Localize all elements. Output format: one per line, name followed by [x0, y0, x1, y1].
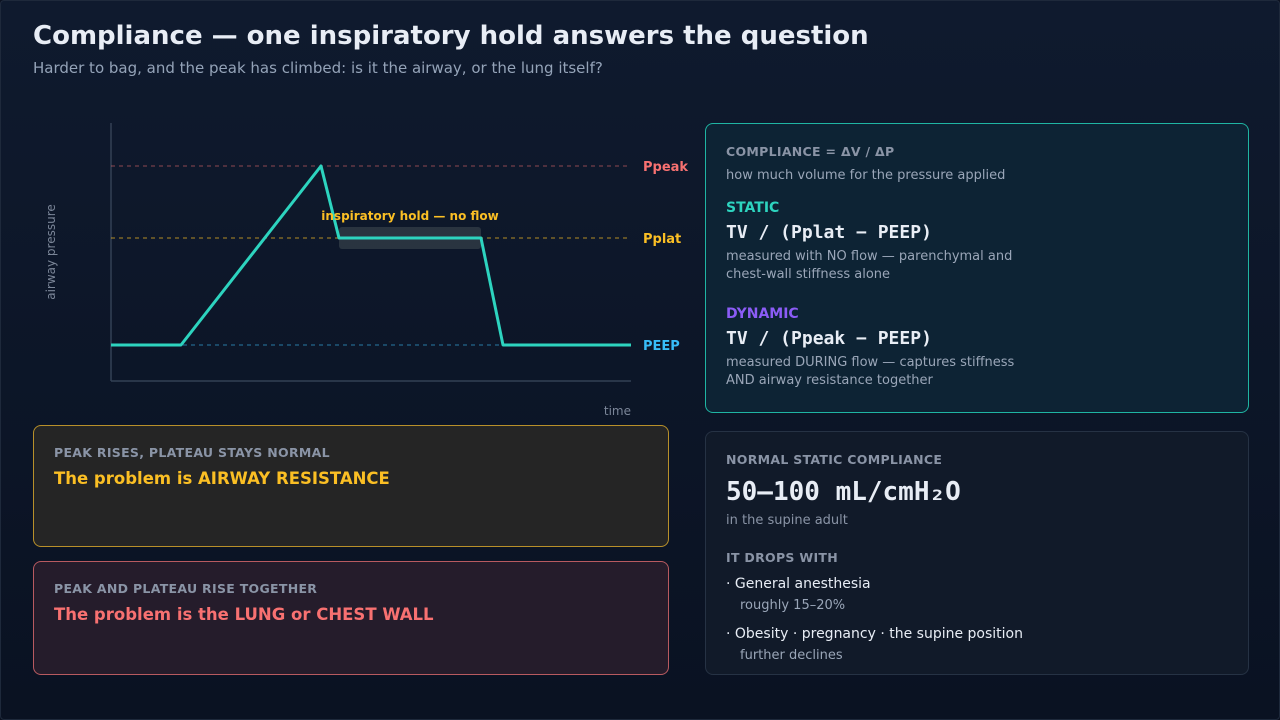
- static-desc-line2: chest-wall stiffness alone: [726, 267, 891, 282]
- drops-caption: IT DROPS WITH: [726, 550, 838, 565]
- peep-label: PEEP: [643, 339, 680, 354]
- airway-card-caption: PEAK RISES, PLATEAU STAYS NORMAL: [54, 445, 330, 460]
- ppeak-label: Ppeak: [643, 160, 688, 175]
- airway-card-headline: The problem is AIRWAY RESISTANCE: [54, 469, 390, 488]
- normal-value: 50–100 mL/cmH₂O: [726, 477, 961, 507]
- normal-compliance-card: NORMAL STATIC COMPLIANCE 50–100 mL/cmH₂O…: [705, 431, 1249, 675]
- dynamic-desc-line2: AND airway resistance together: [726, 373, 933, 388]
- normal-caption: NORMAL STATIC COMPLIANCE: [726, 452, 943, 467]
- dynamic-label: DYNAMIC: [726, 306, 799, 322]
- drop-item-anesthesia-detail: roughly 15–20%: [740, 598, 846, 613]
- compliance-definition-card: COMPLIANCE = ΔV / ΔP how much volume for…: [705, 123, 1249, 413]
- hold-label: inspiratory hold — no flow: [321, 209, 498, 223]
- lung-card-caption: PEAK AND PLATEAU RISE TOGETHER: [54, 581, 318, 596]
- drop-item-anesthesia: · General anesthesia: [726, 576, 871, 592]
- drop-item-obesity-detail: further declines: [740, 648, 843, 663]
- airway-resistance-card: PEAK RISES, PLATEAU STAYS NORMAL The pro…: [33, 425, 669, 547]
- page-subtitle: Harder to bag, and the peak has climbed:…: [33, 59, 603, 77]
- dynamic-desc-line1: measured DURING flow — captures stiffnes…: [726, 355, 1015, 370]
- pressure-waveform: inspiratory hold — no flow Ppeak Pplat P…: [44, 123, 688, 418]
- normal-note: in the supine adult: [726, 513, 848, 528]
- lung-card-headline: The problem is the LUNG or CHEST WALL: [54, 605, 434, 624]
- compliance-caption: COMPLIANCE = ΔV / ΔP: [726, 144, 895, 159]
- lung-chest-wall-card: PEAK AND PLATEAU RISE TOGETHER The probl…: [33, 561, 669, 675]
- drop-item-obesity: · Obesity · pregnancy · the supine posit…: [726, 626, 1023, 642]
- y-axis-label: airway pressure: [44, 204, 58, 300]
- compliance-description: how much volume for the pressure applied: [726, 168, 1006, 183]
- pplat-label: Pplat: [643, 232, 681, 247]
- static-formula: TV / (Pplat − PEEP): [726, 222, 932, 243]
- static-desc-line1: measured with NO flow — parenchymal and: [726, 249, 1013, 264]
- page-title: Compliance — one inspiratory hold answer…: [33, 21, 869, 51]
- pressure-trace: [111, 164, 631, 347]
- dynamic-formula: TV / (Ppeak − PEEP): [726, 328, 932, 349]
- x-axis-label: time: [604, 404, 631, 418]
- static-label: STATIC: [726, 200, 780, 216]
